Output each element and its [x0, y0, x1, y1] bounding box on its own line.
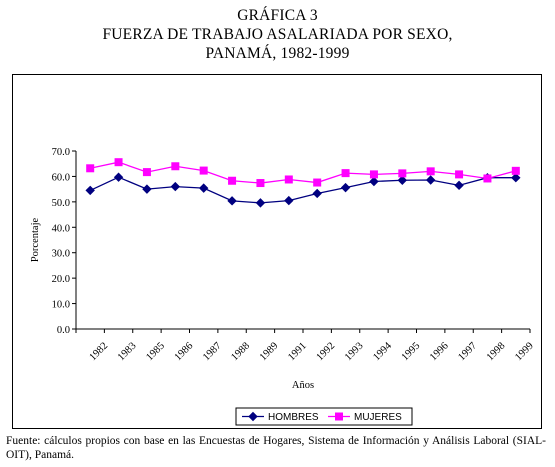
data-point-mujeres [199, 166, 208, 175]
data-point-mujeres [483, 174, 492, 183]
data-point-hombres [340, 182, 351, 193]
chart-subtitle: PANAMÁ, 1982-1999 [205, 45, 350, 62]
data-point-hombres [425, 175, 436, 185]
x-tick-label: 1988 [229, 340, 252, 363]
chart-title: FUERZA DE TRABAJO ASALARIADA POR SEXO, [102, 26, 453, 43]
data-point-mujeres [511, 166, 520, 175]
data-point-hombres [284, 195, 294, 206]
legend-box [235, 407, 413, 426]
y-tick-label: 0.0 [57, 325, 70, 336]
data-point-mujeres [256, 179, 265, 188]
x-tick-label: 1989 [258, 340, 281, 363]
legend-marker-hombres [248, 411, 258, 422]
x-tick-label: 1987 [201, 340, 224, 363]
series-line-mujeres [90, 161, 516, 184]
data-point-mujeres [284, 175, 293, 184]
x-tick-label: 1994 [371, 340, 394, 363]
data-point-hombres [227, 196, 237, 206]
series-line-hombres [89, 176, 516, 204]
data-point-mujeres [228, 176, 237, 185]
data-point-hombres [511, 172, 521, 183]
data-point-hombres [198, 183, 209, 193]
legend-label-hombres: HOMBRES [268, 412, 319, 423]
data-point-hombres [255, 198, 266, 208]
x-tick-label: 1982 [88, 340, 111, 363]
data-point-mujeres [369, 170, 378, 179]
data-point-hombres [397, 175, 408, 185]
legend-marker-mujeres [335, 412, 343, 421]
chart-title-block: GRÁFICA 3 FUERZA DE TRABAJO ASALARIADA P… [0, 6, 555, 63]
data-point-hombres [85, 185, 95, 196]
source-note: Fuente: cálculos propios con base en las… [6, 435, 546, 461]
x-tick-label: 1985 [144, 340, 167, 363]
data-point-hombres [113, 172, 124, 182]
data-point-hombres [170, 181, 181, 192]
data-point-mujeres [313, 178, 322, 187]
y-tick-label: 10.0 [52, 300, 70, 311]
x-tick-label: 1997 [456, 340, 479, 363]
data-point-hombres [142, 184, 152, 194]
data-point-hombres [454, 180, 464, 191]
chart-title-number: GRÁFICA 3 [237, 7, 318, 24]
data-point-hombres [369, 176, 379, 187]
data-point-mujeres [341, 169, 350, 178]
x-tick-label: 1999 [513, 340, 536, 363]
data-point-mujeres [455, 170, 464, 179]
x-tick-label: 1998 [485, 340, 508, 363]
y-axis-title: Porcentaje [30, 218, 41, 263]
x-tick-label: 1993 [343, 340, 366, 363]
x-tick-label: 1986 [173, 340, 196, 363]
data-point-mujeres [398, 169, 407, 178]
y-tick-label: 70.0 [52, 147, 70, 158]
y-tick-label: 50.0 [52, 198, 70, 209]
x-tick-label: 1992 [315, 340, 338, 363]
y-tick-label: 30.0 [52, 249, 70, 260]
chart-frame [12, 74, 542, 429]
data-point-mujeres [426, 167, 435, 176]
x-tick-label: 1995 [400, 340, 423, 363]
y-tick-label: 40.0 [52, 223, 70, 234]
x-tick-label: 1983 [116, 340, 139, 363]
data-point-hombres [312, 188, 322, 199]
x-tick-label: 1996 [428, 340, 451, 363]
legend-label-mujeres: MUJERES [354, 412, 402, 423]
y-tick-label: 20.0 [52, 274, 70, 285]
data-point-mujeres [171, 162, 180, 171]
x-axis-title: Años [292, 380, 314, 391]
data-point-mujeres [114, 158, 123, 167]
y-tick-label: 60.0 [52, 172, 70, 183]
data-point-mujeres [142, 168, 151, 177]
data-point-mujeres [86, 164, 95, 173]
x-tick-label: 1991 [286, 340, 309, 363]
